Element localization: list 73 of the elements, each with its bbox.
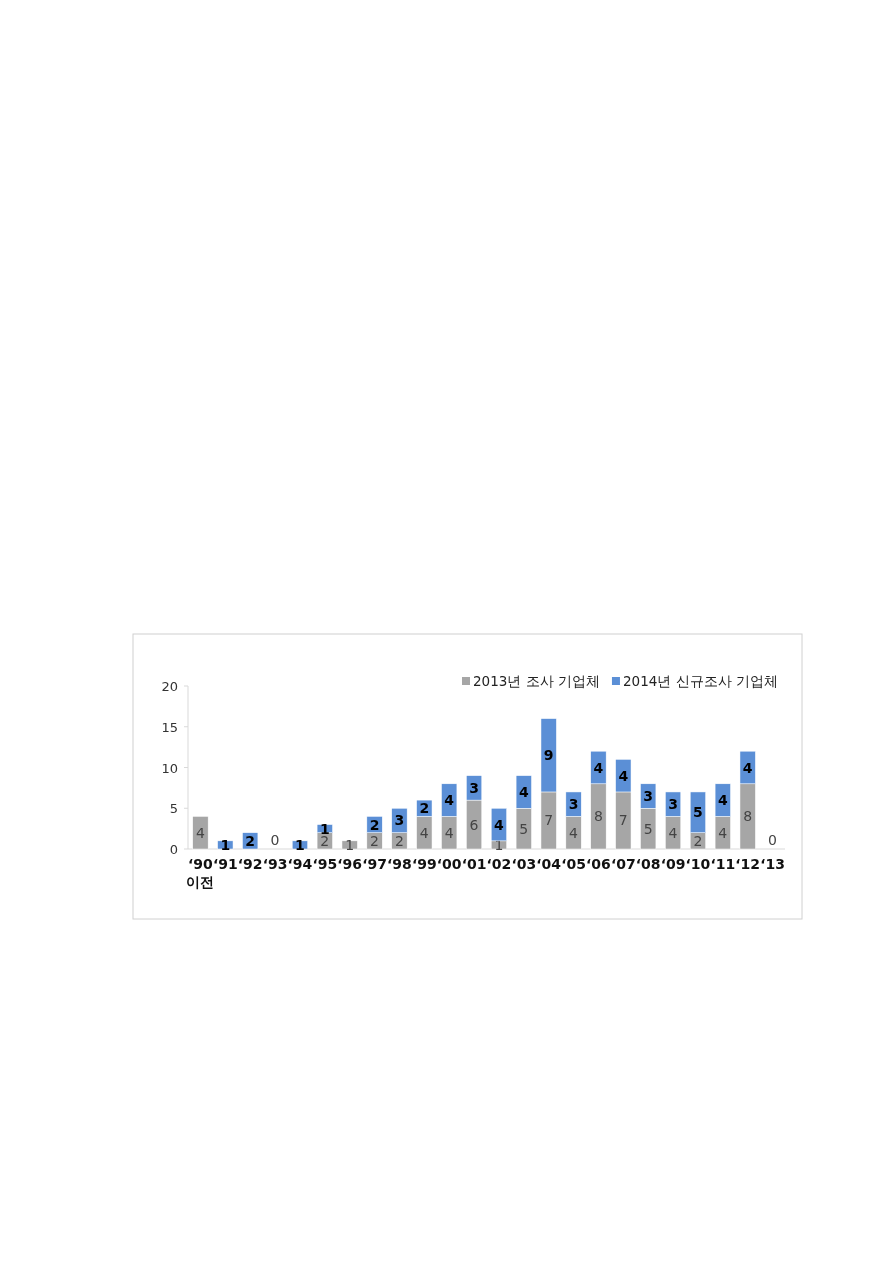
x-tick-label: ‘97 — [362, 856, 387, 872]
x-tick-label: ‘93 — [262, 856, 288, 872]
data-label: 6 — [469, 816, 479, 833]
data-label: 3 — [643, 788, 654, 805]
bar — [217, 840, 234, 850]
x-tick-label: ‘04 — [536, 856, 562, 872]
data-label: 9 — [543, 747, 554, 764]
y-tick-label: 15 — [161, 719, 178, 735]
data-label: 5 — [643, 820, 653, 837]
data-label: 1 — [220, 836, 231, 853]
data-label: 7 — [544, 812, 554, 829]
x-tick-label: ‘01 — [461, 856, 487, 872]
data-label: 0 — [768, 832, 778, 848]
x-tick-label: ‘07 — [610, 856, 636, 872]
x-tick-label: ‘94 — [287, 856, 313, 872]
x-tick-label: ‘03 — [511, 856, 537, 872]
x-tick-label: ‘09 — [660, 856, 686, 872]
x-tick-label: ‘00 — [436, 856, 462, 872]
data-label: 2 — [693, 832, 703, 849]
data-label: 5 — [519, 820, 529, 837]
x-tick-label: ‘96 — [337, 856, 363, 872]
data-label: 3 — [394, 812, 405, 829]
data-label: 4 — [569, 824, 579, 841]
data-label: 2 — [419, 800, 430, 817]
data-label: 4 — [668, 824, 678, 841]
bar — [192, 816, 209, 850]
data-label: 3 — [568, 796, 579, 813]
x-tick-label: ‘98 — [387, 856, 412, 872]
legend-label: 2013년 조사 기업체 — [473, 673, 600, 689]
data-label: 4 — [593, 759, 604, 776]
data-label: 8 — [593, 808, 603, 825]
y-tick-label: 20 — [161, 679, 178, 694]
data-label: 4 — [717, 792, 728, 809]
x-tick-label: ‘05 — [561, 856, 586, 872]
data-label: 2 — [370, 832, 380, 849]
data-label: 1 — [345, 836, 355, 853]
x-tick-label: ‘99 — [411, 856, 437, 872]
data-label: 1 — [295, 836, 305, 853]
data-label: 4 — [518, 783, 529, 800]
x-tick-label: ‘13 — [760, 856, 785, 872]
data-label: 7 — [618, 812, 628, 829]
x-tick-label: ‘11 — [710, 856, 736, 872]
data-label: 3 — [469, 779, 479, 796]
x-tick-label: ‘06 — [586, 856, 611, 872]
data-label: 4 — [444, 824, 454, 841]
data-label: 3 — [668, 796, 678, 813]
data-label: 4 — [195, 824, 205, 841]
x-tick-label: ‘08 — [635, 856, 661, 872]
legend-label: 2014년 신규조사 기업체 — [622, 673, 778, 689]
data-label: 2 — [394, 832, 404, 849]
data-label: 2 — [245, 832, 256, 849]
data-label: 5 — [693, 804, 703, 821]
y-tick-label: 5 — [169, 801, 178, 817]
data-label: 4 — [444, 792, 455, 809]
data-label: 4 — [494, 816, 505, 833]
data-label: 1 — [494, 836, 504, 853]
data-label: 2 — [369, 816, 380, 833]
x-tick-label: ‘95 — [312, 856, 338, 872]
y-tick-label: 0 — [169, 842, 178, 857]
data-label: 8 — [743, 808, 753, 825]
y-tick-label: 10 — [161, 760, 178, 776]
x-tick-label: ‘91 — [212, 856, 238, 872]
bar — [341, 840, 358, 850]
x-tick-label: ‘92 — [237, 856, 263, 872]
x-tick-label: ‘90 이전 — [186, 856, 215, 890]
x-tick-label: ‘02 — [486, 856, 512, 872]
data-label: 4 — [742, 759, 753, 776]
data-label: 4 — [718, 824, 728, 841]
data-label: 4 — [419, 824, 429, 841]
data-label: 4 — [618, 767, 629, 784]
x-tick-label: ‘12 — [735, 856, 761, 872]
x-tick-label: ‘10 — [685, 856, 711, 872]
data-label: 0 — [270, 832, 280, 848]
